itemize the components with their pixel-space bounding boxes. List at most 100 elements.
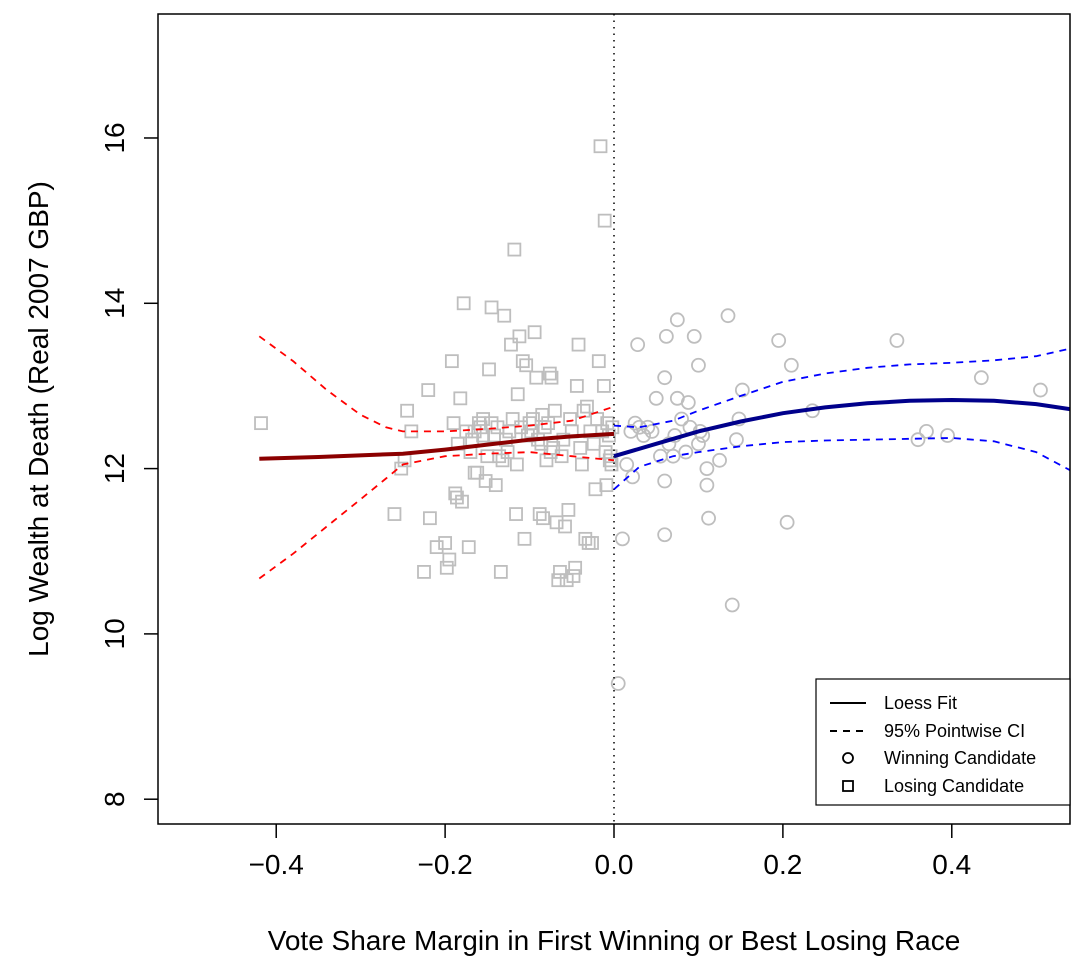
losing-point [453, 391, 468, 406]
points-layer [254, 139, 1048, 691]
losing-point [554, 449, 569, 464]
losing-point [510, 387, 525, 402]
losing-point [556, 432, 571, 447]
losing-point [522, 416, 537, 431]
losing-point [549, 515, 564, 530]
losing-point [467, 465, 482, 480]
winning-point [658, 328, 674, 344]
winning-point [657, 370, 673, 386]
losing-point [546, 441, 561, 455]
x-axis: −0.4 −0.2 0.0 0.2 0.4 [249, 824, 971, 880]
legend-label-ci: 95% Pointwise CI [884, 721, 1025, 741]
x-tick-label: −0.4 [249, 849, 304, 880]
winning-point [644, 423, 660, 439]
losing-point [558, 519, 572, 534]
losing-point [473, 420, 488, 435]
losing-point [488, 478, 503, 493]
losing-point [444, 354, 459, 369]
losing-point [532, 507, 547, 521]
winning-point [678, 444, 694, 460]
winning-point [657, 473, 673, 489]
winning-point [680, 395, 696, 410]
winning-point [1033, 382, 1048, 398]
losing-point [535, 407, 550, 422]
losing-point [573, 441, 588, 455]
x-axis-title: Vote Share Margin in First Winning or Be… [268, 925, 961, 956]
losing-point [509, 457, 524, 472]
losing-point [394, 461, 409, 476]
winning-point [619, 457, 635, 472]
x-tick-label: 0.4 [932, 849, 971, 880]
losing-point [421, 383, 436, 397]
losing-ci-lower-line [258, 451, 615, 580]
losing-point [597, 213, 612, 228]
losing-point [596, 379, 611, 393]
legend-label-winning: Winning Candidate [884, 748, 1036, 768]
losing-point [505, 412, 520, 426]
legend-label-losing: Losing Candidate [884, 776, 1024, 796]
winning-point [724, 597, 740, 613]
losing-point [591, 354, 606, 369]
legend-square-icon [842, 780, 854, 792]
losing-point [450, 490, 464, 505]
losing-point [569, 379, 584, 393]
winning-loess-fit-line [613, 397, 1070, 459]
plot-frame [157, 13, 1071, 825]
losing-point [493, 565, 508, 579]
winning-point [779, 514, 795, 530]
losing-point [512, 329, 527, 344]
losing-point [585, 536, 599, 550]
losing-point [543, 445, 558, 459]
losing-point [566, 569, 581, 583]
losing-point [527, 325, 542, 340]
winning-point [783, 357, 799, 373]
winning-point [615, 531, 630, 547]
winning-point [610, 676, 626, 691]
losing-point [571, 337, 586, 352]
losing-point [482, 362, 496, 377]
losing-point [580, 399, 594, 414]
winning-ci-lower-line [613, 437, 1070, 490]
losing-point [507, 242, 522, 257]
losing-point [461, 540, 476, 555]
winning-point [630, 337, 646, 353]
losing-point [599, 478, 614, 493]
winning-point [686, 328, 702, 344]
winning-point [623, 423, 639, 439]
losing-point [529, 370, 544, 385]
losing-point [517, 531, 532, 546]
losing-point [551, 573, 566, 588]
legend-label-loess-fit: Loess Fit [884, 693, 957, 713]
losing-point [575, 457, 589, 472]
losing-point [504, 337, 518, 352]
losing-point [387, 507, 402, 521]
winning-point [657, 527, 673, 543]
winning-point [973, 370, 989, 386]
y-tick-label: 10 [99, 618, 130, 649]
losing-point [417, 565, 431, 579]
winning-point [636, 428, 651, 443]
losing-point [544, 370, 559, 385]
x-tick-label: 0.0 [595, 849, 634, 880]
winning-point [910, 432, 926, 448]
losing-point [456, 296, 471, 311]
winning-point [699, 461, 715, 476]
y-tick-label: 8 [99, 791, 130, 807]
losing-point [515, 354, 530, 369]
losing-point [500, 445, 515, 459]
losing-point [400, 403, 415, 418]
losing-point [604, 457, 619, 472]
losing-point [495, 453, 510, 468]
winning-point [701, 510, 716, 526]
y-axis: 8 10 12 14 16 [99, 122, 158, 807]
x-tick-label: −0.2 [417, 849, 472, 880]
legend: Loess Fit 95% Pointwise CI Winning Candi… [815, 678, 1071, 806]
losing-point [254, 416, 268, 431]
losing-point [429, 540, 444, 555]
losing-point [519, 358, 534, 373]
winning-point [919, 423, 934, 439]
losing-point [593, 139, 608, 154]
winning-point [674, 411, 689, 427]
